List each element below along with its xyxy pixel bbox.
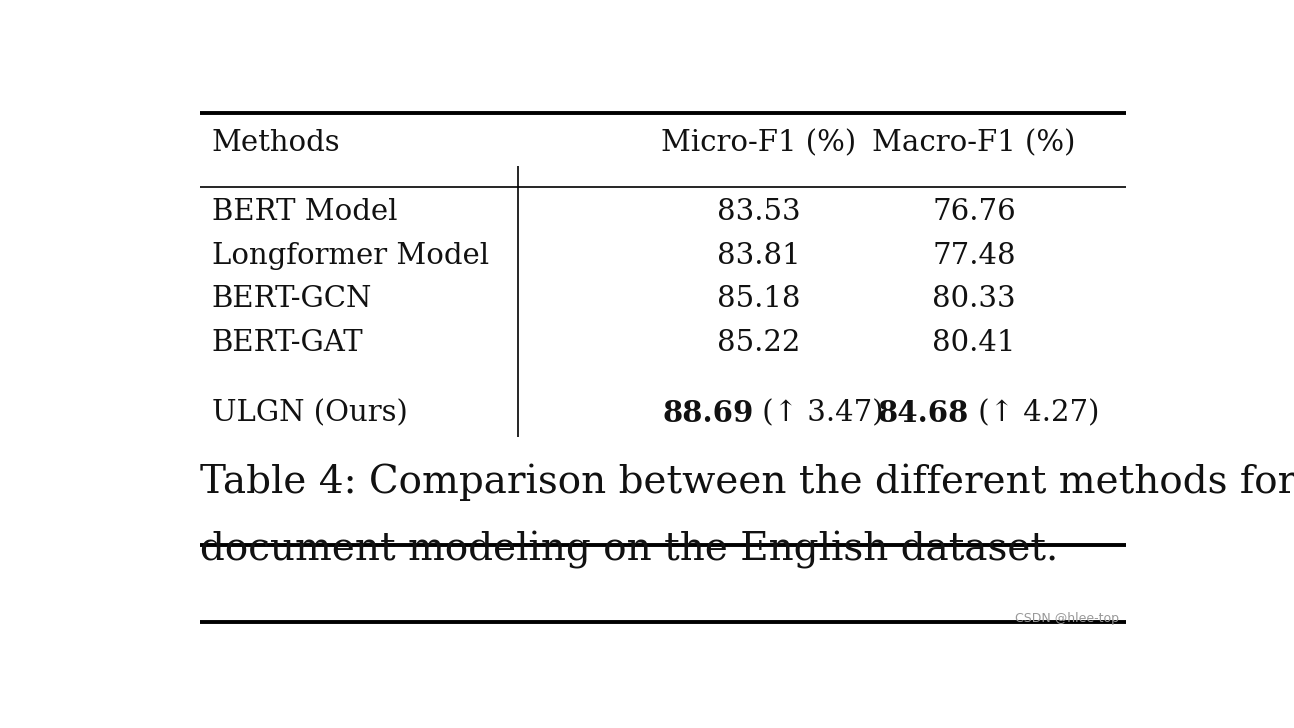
Text: Longformer Model: Longformer Model — [212, 242, 489, 269]
Text: 83.81: 83.81 — [717, 242, 800, 269]
Text: BERT-GAT: BERT-GAT — [212, 329, 364, 357]
Text: BERT Model: BERT Model — [212, 198, 397, 226]
Text: CSDN @hlee-top: CSDN @hlee-top — [1016, 612, 1119, 625]
Text: 80.33: 80.33 — [932, 285, 1016, 313]
Text: 77.48: 77.48 — [932, 242, 1016, 269]
Text: Micro-F1 (%): Micro-F1 (%) — [661, 130, 857, 157]
Text: 83.53: 83.53 — [717, 198, 800, 226]
Text: (↑ 3.47): (↑ 3.47) — [753, 400, 884, 427]
Text: (↑ 4.27): (↑ 4.27) — [969, 400, 1100, 427]
Text: 76.76: 76.76 — [932, 198, 1016, 226]
Text: 84.68: 84.68 — [877, 399, 969, 428]
Text: Methods: Methods — [212, 130, 340, 157]
Text: 80.41: 80.41 — [933, 329, 1016, 357]
Text: ULGN (Ours): ULGN (Ours) — [212, 400, 408, 427]
Text: Table 4: Comparison between the different methods for: Table 4: Comparison between the differen… — [199, 464, 1294, 502]
Text: 88.69: 88.69 — [663, 399, 753, 428]
Text: 85.18: 85.18 — [717, 285, 800, 313]
Text: Macro-F1 (%): Macro-F1 (%) — [872, 130, 1075, 157]
Text: document modeling on the English dataset.: document modeling on the English dataset… — [199, 531, 1058, 569]
Text: 85.22: 85.22 — [717, 329, 800, 357]
Text: BERT-GCN: BERT-GCN — [212, 285, 373, 313]
